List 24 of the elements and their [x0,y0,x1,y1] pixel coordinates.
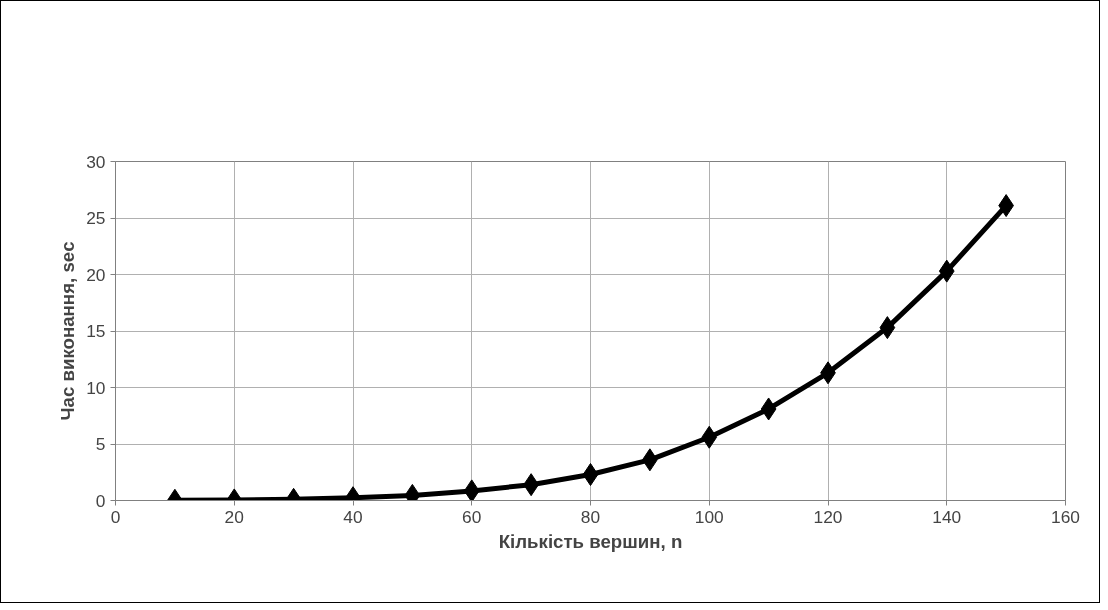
point [760,397,777,421]
point [938,259,955,283]
x-tick-label: 80 [580,506,601,527]
y-tick-label: 30 [86,151,106,172]
x-tick-label: 120 [813,506,843,527]
point [582,463,599,487]
y-tick-label: 20 [86,264,106,285]
x-tick-label: 160 [1051,506,1080,527]
x-tick-label: 60 [462,506,482,527]
x-tick-label: 100 [694,506,724,527]
point [701,425,718,449]
x-axis-title: Кількість вершин, n [498,530,683,552]
y-tick-label: 15 [86,321,106,341]
x-tick-label: 140 [932,506,962,527]
x-tick-label: 20 [224,506,244,527]
point [879,316,896,340]
y-axis-title: Час виконання, sec [57,241,79,421]
y-tick-label: 25 [86,208,106,228]
y-tick-label: 5 [95,434,106,454]
point [463,479,480,501]
x-tick-label: 0 [110,506,121,527]
y-tick-label: 0 [95,490,106,511]
y-tick-label: 10 [86,377,106,398]
x-tick-label: 40 [343,506,363,527]
